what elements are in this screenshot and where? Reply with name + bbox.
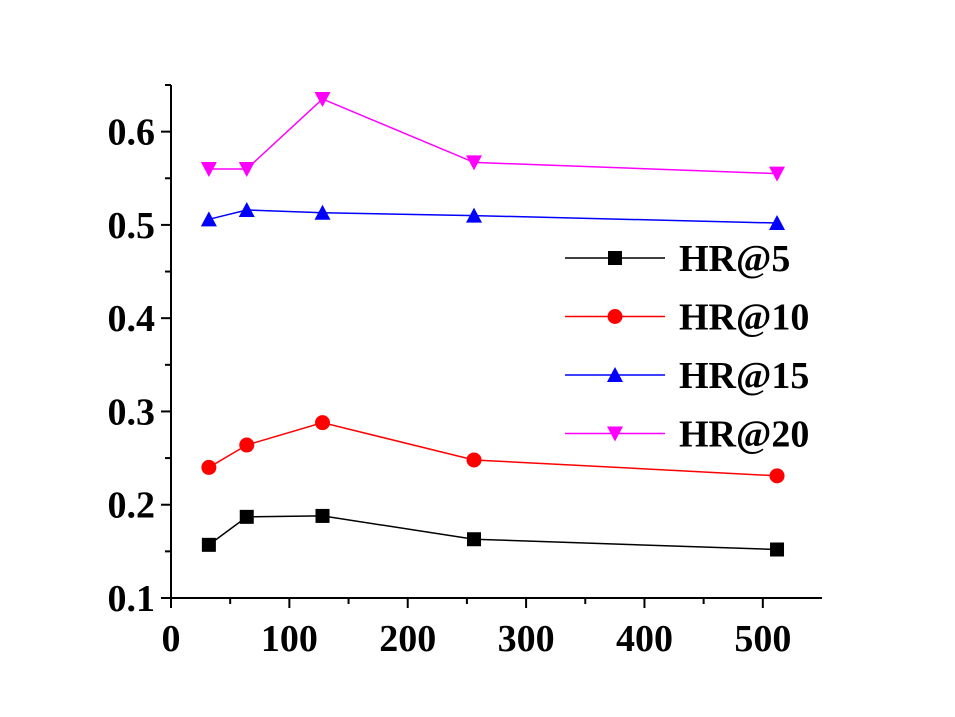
legend-entry: HR@15 — [565, 355, 809, 397]
data-point — [201, 459, 217, 475]
x-tick-label: 100 — [261, 618, 318, 660]
legend-entry: HR@10 — [565, 297, 809, 339]
x-tick-label: 200 — [379, 618, 436, 660]
legend-label: HR@20 — [679, 414, 809, 456]
data-point — [238, 161, 255, 177]
series-hr-15 — [200, 201, 786, 231]
y-tick-label: 0.5 — [108, 205, 156, 247]
legend-label: HR@10 — [679, 297, 809, 339]
data-point — [315, 415, 331, 431]
data-point — [239, 437, 255, 453]
data-point — [314, 91, 331, 107]
x-tick-label: 500 — [734, 618, 791, 660]
y-tick-label: 0.6 — [108, 112, 156, 154]
data-point — [200, 211, 217, 227]
legend-marker — [607, 309, 623, 324]
legend-entry: HR@20 — [565, 414, 809, 456]
y-tick-label: 0.2 — [108, 485, 156, 527]
series-hr-20 — [200, 91, 786, 182]
series-line — [208, 98, 778, 175]
data-point — [769, 215, 786, 231]
data-point — [467, 532, 482, 547]
data-point — [315, 508, 330, 523]
data-point — [201, 537, 216, 552]
legend-marker — [607, 426, 623, 442]
x-tick-label: 300 — [498, 618, 555, 660]
x-ticks: 0 100 200 300 400 500 — [162, 598, 791, 660]
legend-marker — [608, 251, 622, 265]
x-tick-label: 400 — [616, 618, 673, 660]
data-point — [769, 166, 786, 182]
legend-marker — [607, 367, 623, 382]
series-line — [208, 515, 778, 551]
series-hr-5 — [201, 508, 785, 557]
y-tick-label: 0.4 — [108, 298, 156, 340]
legend-label: HR@5 — [679, 238, 790, 280]
axes — [170, 85, 822, 599]
series-line — [208, 209, 778, 224]
y-tick-label: 0.1 — [108, 578, 156, 620]
legend-entry: HR@5 — [565, 238, 790, 280]
legend-label: HR@15 — [679, 355, 809, 397]
series-layer — [200, 91, 786, 557]
x-tick-label: 0 — [162, 618, 181, 660]
data-point — [239, 509, 254, 524]
data-point — [466, 452, 482, 468]
y-ticks: 0.1 0.2 0.3 0.4 0.5 0.6 — [108, 84, 171, 620]
data-point — [466, 155, 483, 171]
data-point — [314, 204, 331, 220]
data-point — [466, 207, 483, 223]
data-point — [200, 161, 217, 177]
data-point — [238, 201, 255, 217]
legend: HR@5 HR@10 HR@15 HR@20 — [565, 238, 809, 456]
data-point — [769, 468, 785, 484]
y-tick-label: 0.3 — [108, 391, 156, 433]
data-point — [770, 542, 785, 557]
series-hr-10 — [201, 415, 785, 484]
